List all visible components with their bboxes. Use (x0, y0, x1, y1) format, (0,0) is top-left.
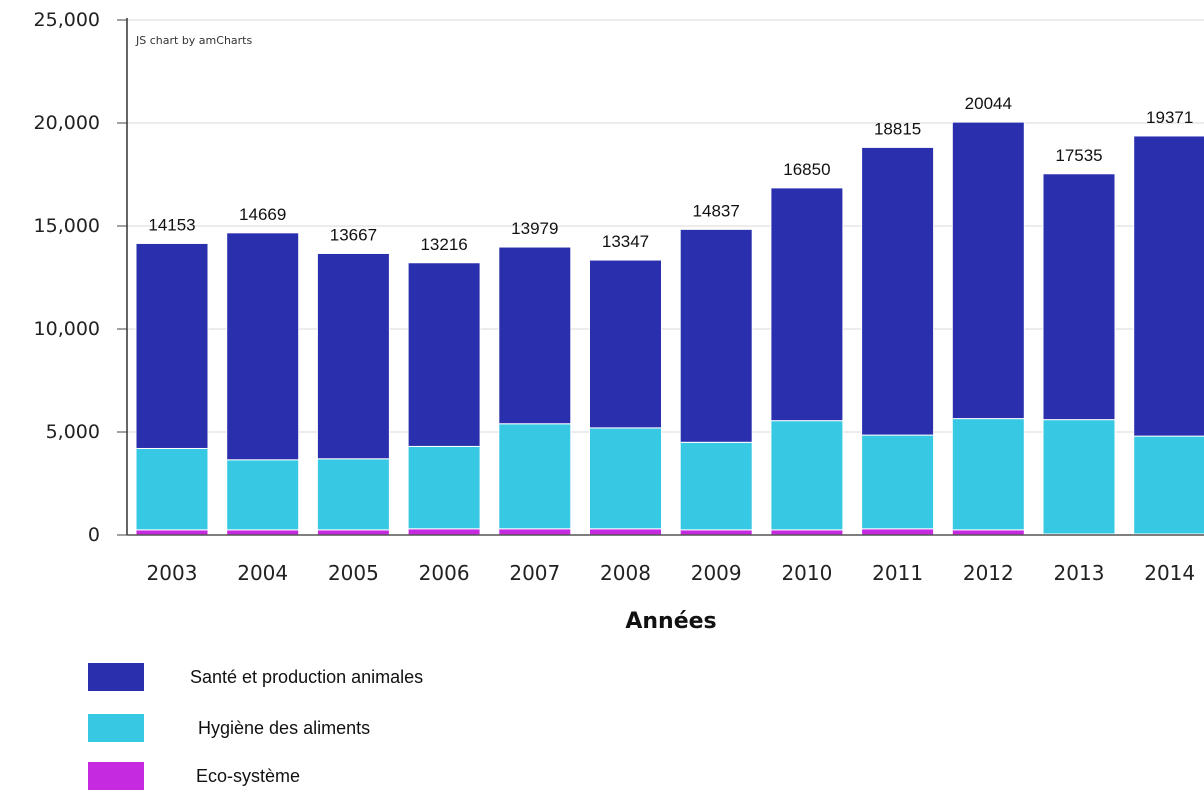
x-tick-label: 2012 (963, 561, 1014, 585)
bar-segment (316, 252, 390, 460)
bar-segment (679, 529, 753, 536)
data-label: 13667 (330, 225, 377, 244)
bar-segment (1133, 135, 1204, 437)
legend-swatch (88, 663, 144, 691)
bar-segment (589, 528, 662, 536)
x-tick-label: 2008 (600, 561, 651, 585)
x-tick-label: 2005 (328, 561, 379, 585)
bar-segment (135, 447, 209, 531)
data-label: 19371 (1146, 108, 1193, 127)
bar-segment (407, 528, 481, 536)
legend-label: Hygiène des aliments (198, 718, 370, 738)
bar-segment (951, 529, 1025, 536)
bar-segment (951, 121, 1025, 420)
bar-segment (1042, 419, 1116, 535)
x-tick-label: 2003 (147, 561, 198, 585)
x-tick-label: 2011 (872, 561, 923, 585)
data-label: 16850 (783, 160, 830, 179)
data-label: 17535 (1055, 146, 1102, 165)
x-tick-label: 2004 (237, 561, 288, 585)
bar-segment (226, 459, 300, 531)
data-label: 14669 (239, 205, 286, 224)
data-label: 20044 (965, 94, 1012, 113)
bar-segment (316, 458, 390, 531)
bar-segment (407, 445, 481, 530)
legend-label: Santé et production animales (190, 667, 423, 687)
x-tick-label: 2014 (1144, 561, 1195, 585)
data-label: 13347 (602, 232, 649, 251)
data-label: 13979 (511, 219, 558, 238)
legend: Santé et production animales Hygiène des … (88, 663, 423, 790)
y-tick-label: 5,000 (46, 421, 100, 443)
bar-segment (316, 529, 390, 536)
bar-segment (1042, 173, 1116, 421)
bar-segment (589, 427, 662, 530)
bar-segment (770, 187, 844, 422)
bar-segment (861, 528, 935, 536)
bar-segment (861, 146, 935, 436)
bar-segment (861, 434, 935, 530)
legend-label: Eco-système (196, 766, 300, 786)
data-label: 18815 (874, 119, 921, 138)
data-label: 13216 (420, 235, 467, 254)
bar-segment (135, 529, 209, 536)
y-tick-label: 25,000 (34, 9, 100, 31)
x-tick-label: 2009 (691, 561, 742, 585)
x-axis-title: Années (625, 609, 716, 634)
bar-segment (770, 529, 844, 536)
bar-segment (135, 242, 209, 449)
x-tick-label: 2010 (781, 561, 832, 585)
bar-segment (951, 418, 1025, 531)
bars (135, 121, 1204, 536)
bar-segment (226, 529, 300, 536)
y-tick-label: 10,000 (34, 318, 100, 340)
x-tick-label: 2013 (1054, 561, 1105, 585)
bar-segment (679, 441, 753, 531)
x-tick-label: 2007 (509, 561, 560, 585)
bar-segment (770, 420, 844, 531)
y-tick-label: 15,000 (34, 215, 100, 237)
bar-segment (498, 246, 572, 425)
bar-segment (589, 259, 662, 429)
bar-segment (1133, 435, 1204, 535)
axes: 0 5,000 10,000 15,000 20,000 25,000 2003 2004 20… (34, 9, 1204, 585)
y-tick-label: 0 (88, 524, 100, 546)
legend-swatch (88, 762, 144, 790)
data-label: 14837 (693, 201, 740, 220)
chart-credit: JS chart by amCharts (135, 34, 252, 47)
bar-segment (407, 262, 481, 447)
bar-segment (498, 423, 572, 530)
bar-segment (498, 528, 572, 536)
legend-swatch (88, 714, 144, 742)
y-tick-label: 20,000 (34, 112, 100, 134)
labels: 14153 14669 13667 13216 13979 13347 14837 16850… (135, 34, 1193, 634)
data-label: 14153 (148, 215, 195, 234)
bar-segment (679, 228, 753, 443)
bar-segment (226, 232, 300, 461)
x-tick-label: 2006 (419, 561, 470, 585)
